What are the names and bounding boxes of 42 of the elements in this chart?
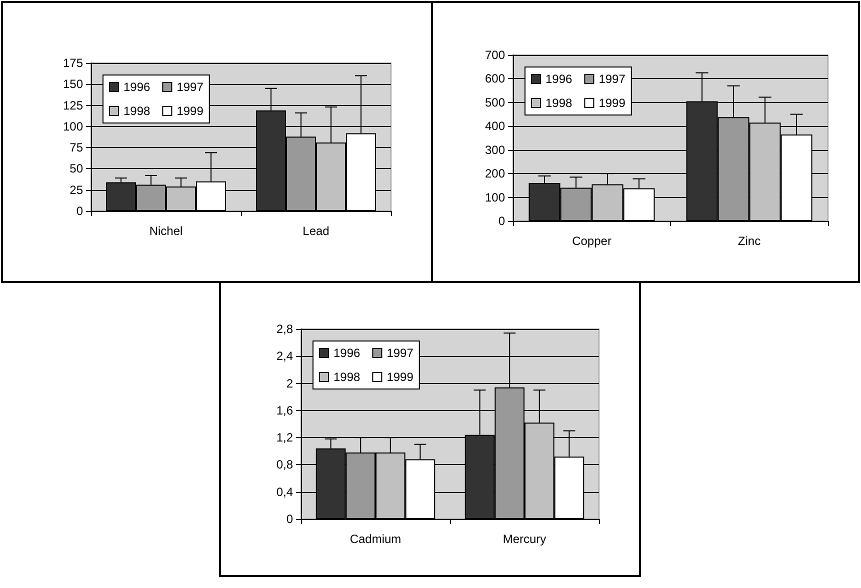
y-tick-label: 125 <box>62 98 84 112</box>
y-tick-label: 75 <box>70 140 84 155</box>
legend-label: 1996 <box>546 72 573 86</box>
y-tick-label: 500 <box>484 95 506 110</box>
legend-label: 1998 <box>334 370 361 384</box>
y-tick-label: 0 <box>498 214 506 228</box>
y-tick-label: 25 <box>70 182 84 197</box>
legend-label: 1999 <box>598 96 626 110</box>
legend-label: 1997 <box>598 72 626 86</box>
x-tick-label: Nichel <box>149 224 183 238</box>
y-tick-label: 2 <box>286 376 294 390</box>
legend-label: 1997 <box>176 80 204 94</box>
x-tick-label: Copper <box>572 234 612 248</box>
y-tick-label: 400 <box>484 119 506 134</box>
y-tick-label: 200 <box>484 166 506 181</box>
y-tick-label: 0 <box>286 512 294 526</box>
y-tick-label: 600 <box>484 72 506 86</box>
x-tick-label: Zinc <box>738 234 761 248</box>
x-tick-label: Mercury <box>502 532 546 546</box>
x-tick-label: Lead <box>302 224 330 238</box>
y-tick-label: 300 <box>484 142 506 157</box>
legend-label: 1996 <box>334 346 361 360</box>
legend-label: 1998 <box>124 104 151 118</box>
y-tick-label: 2,4 <box>276 349 294 364</box>
y-tick-label: 150 <box>62 77 84 92</box>
y-tick-label: 1,6 <box>276 403 294 418</box>
y-tick-label: 700 <box>484 48 506 62</box>
y-tick-label: 50 <box>70 162 84 176</box>
legend-label: 1997 <box>386 346 414 360</box>
legend-label: 1998 <box>546 96 573 110</box>
legend-label: 1999 <box>176 104 204 118</box>
legend-label: 1999 <box>386 370 414 384</box>
y-tick-label: 2,8 <box>276 322 294 336</box>
y-tick-label: 0,8 <box>276 458 294 472</box>
y-tick-label: 100 <box>484 190 506 204</box>
y-tick-label: 0 <box>76 204 84 218</box>
y-tick-label: 0,4 <box>276 484 294 499</box>
y-tick-label: 100 <box>62 119 84 134</box>
y-tick-label: 175 <box>62 56 84 70</box>
y-tick-label: 1,2 <box>276 430 294 445</box>
legend-label: 1996 <box>124 80 151 94</box>
x-tick-label: Cadmium <box>350 532 402 546</box>
